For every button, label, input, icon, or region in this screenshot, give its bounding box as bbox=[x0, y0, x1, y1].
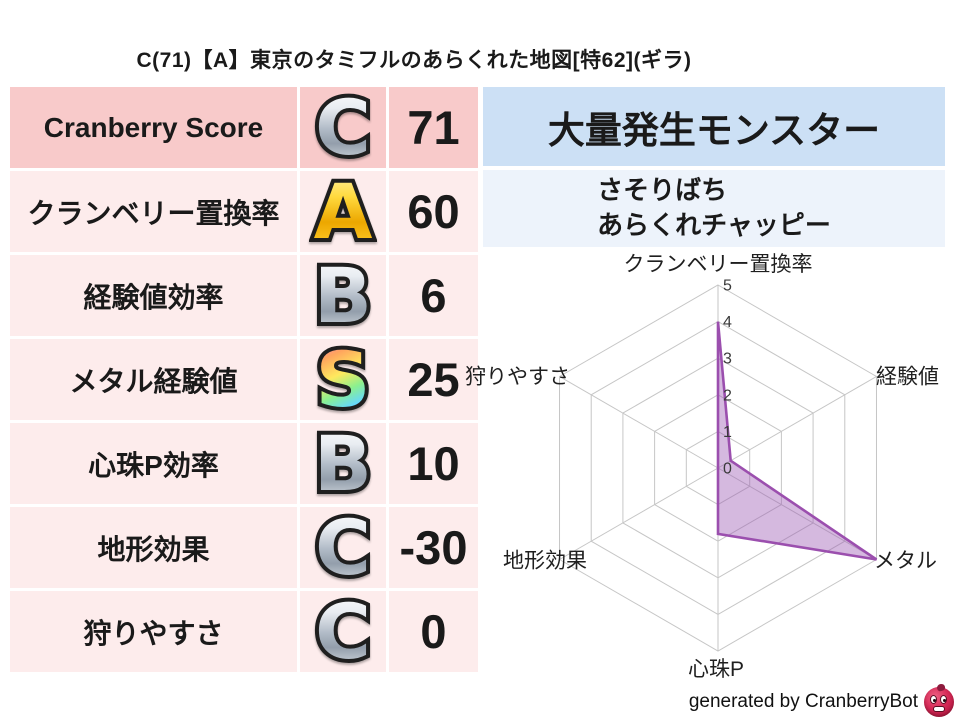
grade-letter-icon: S S bbox=[312, 335, 375, 424]
svg-text:経験値: 経験値 bbox=[876, 366, 939, 389]
score-row-value: 0 bbox=[389, 591, 478, 672]
score-row-value: 60 bbox=[389, 171, 478, 252]
page-title: C(71)【A】東京のタミフルのあらくれた地図[特62](ギラ) bbox=[136, 49, 692, 72]
monster-list: さそりばちあらくれチャッピー bbox=[483, 170, 945, 247]
svg-text:狩りやすさ: 狩りやすさ bbox=[465, 366, 570, 389]
score-table: Cranberry Score C C 71 クランベリー置換率 A A 60 … bbox=[10, 83, 478, 676]
svg-text:メタル: メタル bbox=[874, 550, 937, 573]
cranberry-bot-icon bbox=[924, 682, 954, 717]
grade-letter-outline: A bbox=[310, 167, 377, 256]
grade-letter-outline: C bbox=[311, 83, 375, 172]
score-row-label: 経験値効率 bbox=[10, 255, 297, 336]
score-row-value: 71 bbox=[389, 87, 478, 168]
monster-header-label: 大量発生モンスター bbox=[547, 109, 881, 151]
grade-letter-fill: B bbox=[314, 251, 372, 340]
grade-letter-fill: C bbox=[315, 83, 371, 172]
berry-eye bbox=[940, 695, 947, 704]
score-row-label: Cranberry Score bbox=[10, 87, 297, 168]
score-row-label: クランベリー置換率 bbox=[10, 171, 297, 252]
grade-cell: B B bbox=[300, 419, 386, 508]
monster-name: あらくれチャッピー bbox=[597, 210, 831, 240]
score-row-label: 地形効果 bbox=[10, 507, 297, 588]
grade-letter-outline: C bbox=[311, 587, 375, 676]
grade-letter-icon: B B bbox=[310, 251, 376, 340]
score-row-label: 心珠P効率 bbox=[10, 423, 297, 504]
svg-text:1: 1 bbox=[723, 424, 732, 441]
svg-text:3: 3 bbox=[723, 351, 732, 368]
grade-cell: C C bbox=[300, 503, 386, 592]
svg-text:4: 4 bbox=[723, 314, 732, 331]
svg-text:地形効果: 地形効果 bbox=[503, 550, 587, 573]
monster-header: 大量発生モンスター bbox=[483, 87, 945, 166]
svg-text:2: 2 bbox=[723, 387, 732, 404]
grade-letter-outline: B bbox=[310, 419, 376, 508]
credit-text: generated by CranberryBot bbox=[688, 691, 918, 712]
grade-cell: C C bbox=[300, 83, 386, 172]
grade-letter-outline: B bbox=[310, 251, 376, 340]
berry-eye bbox=[930, 695, 937, 704]
score-row-value: 25 bbox=[389, 339, 478, 420]
score-row-label: メタル経験値 bbox=[10, 339, 297, 420]
grade-letter-icon: C C bbox=[311, 587, 375, 676]
grade-letter-icon: A A bbox=[310, 167, 377, 256]
grade-letter-outline: C bbox=[311, 503, 375, 592]
score-row-value: 10 bbox=[389, 423, 478, 504]
grade-cell: S S bbox=[300, 335, 386, 424]
grade-cell: C C bbox=[300, 587, 386, 676]
berry-mouth bbox=[933, 706, 945, 712]
svg-text:クランベリー置換率: クランベリー置換率 bbox=[624, 253, 813, 276]
grade-letter-fill: C bbox=[315, 587, 371, 676]
footer-credit: generated by CranberryBot bbox=[688, 682, 954, 717]
monster-names: さそりばちあらくれチャッピー bbox=[597, 170, 831, 247]
grade-letter-fill: C bbox=[315, 503, 371, 592]
svg-text:0: 0 bbox=[723, 461, 732, 478]
grade-cell: B B bbox=[300, 251, 386, 340]
score-row-value: -30 bbox=[389, 507, 478, 588]
grade-letter-icon: B B bbox=[310, 419, 376, 508]
grade-letter-icon: C C bbox=[311, 503, 375, 592]
svg-text:5: 5 bbox=[723, 278, 732, 295]
svg-text:心珠P: 心珠P bbox=[688, 658, 744, 681]
grade-letter-fill: S bbox=[315, 335, 371, 424]
radar-data-polygon bbox=[716, 321, 878, 561]
monster-name: さそりばち bbox=[597, 175, 728, 205]
grade-letter-outline: S bbox=[312, 335, 375, 424]
grade-letter-icon: C C bbox=[311, 83, 375, 172]
grade-letter-fill: B bbox=[314, 419, 372, 508]
grade-letter-fill: A bbox=[313, 167, 373, 256]
score-row-value: 6 bbox=[389, 255, 478, 336]
grade-cell: A A bbox=[300, 167, 386, 256]
berry-leaf bbox=[936, 682, 946, 693]
score-row-label: 狩りやすさ bbox=[10, 591, 297, 672]
radar-tick-labels: 0 1 2 3 4 5 bbox=[723, 278, 732, 478]
